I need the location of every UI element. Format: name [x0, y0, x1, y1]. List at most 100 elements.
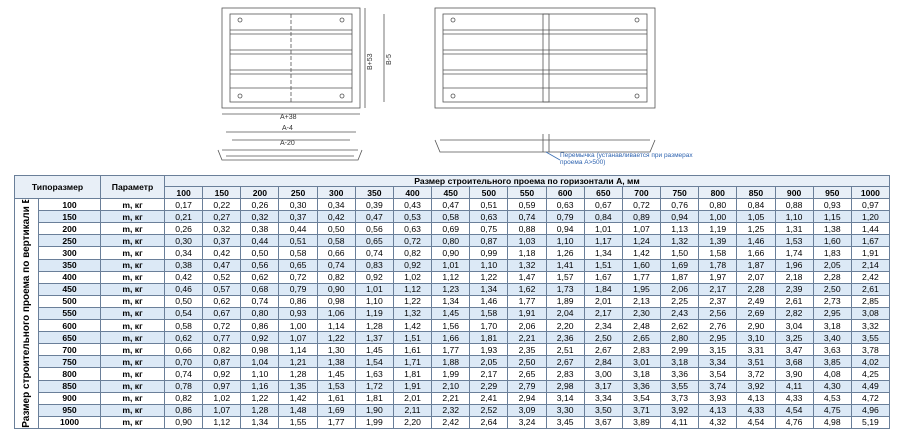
size-cell: 900 [37, 391, 102, 405]
vertical-header: Размер строительного проема по вертикали… [14, 198, 39, 429]
value-cell: 3,55 [850, 331, 891, 345]
value-cell: 3,04 [774, 319, 814, 333]
value-cell: 1,07 [621, 222, 662, 236]
value-cell: 4,30 [812, 379, 852, 393]
column-header: 150 [202, 185, 242, 200]
value-cell: 2,35 [507, 343, 547, 357]
value-cell: 0,82 [164, 391, 204, 405]
value-cell: 0,72 [278, 270, 318, 284]
value-cell: 1,21 [278, 355, 318, 369]
side-view [217, 149, 363, 161]
value-cell: 1,18 [507, 246, 547, 260]
value-cell: 3,68 [774, 355, 814, 369]
value-cell: 0,65 [278, 258, 318, 272]
value-cell: 1,01 [431, 258, 471, 272]
value-cell: 2,13 [621, 294, 662, 308]
header-cell: Параметр [100, 174, 166, 200]
value-cell: 3,30 [545, 403, 585, 417]
value-cell: 1,81 [392, 367, 433, 381]
table-row: 700 m, кг 0,66 0,82 0,98 1,14 1,30 1,45 1,61 1,77… [15, 343, 891, 357]
value-cell: 3,31 [736, 343, 776, 357]
table-row: 350 m, кг 0,38 0,47 0,56 0,65 0,74 0,83 0,92 1,01… [15, 258, 891, 272]
value-cell: 1,37 [354, 331, 394, 345]
dim-label: A-20 [280, 140, 295, 147]
value-cell: 2,61 [850, 282, 891, 296]
value-cell: 0,52 [202, 270, 242, 284]
table-row: 200 m, кг 0,26 0,32 0,38 0,44 0,50 0,56 0,63 0,69… [15, 222, 891, 236]
value-cell: 0,51 [278, 234, 318, 248]
value-cell: 3,90 [774, 367, 814, 381]
value-cell: 0,92 [240, 331, 280, 345]
value-cell: 1,42 [278, 391, 318, 405]
value-cell: 2,64 [469, 415, 509, 429]
value-cell: 0,98 [240, 343, 280, 357]
value-cell: 1,72 [354, 379, 394, 393]
value-cell: 2,39 [774, 282, 814, 296]
size-cell: 350 [37, 258, 102, 272]
value-cell: 1,57 [545, 270, 585, 284]
value-cell: 1,97 [698, 270, 738, 284]
size-cell: 550 [37, 306, 102, 321]
value-cell: 2,43 [660, 306, 700, 321]
value-cell: 2,21 [431, 391, 471, 405]
value-cell: 0,92 [354, 270, 394, 284]
column-header: 300 [316, 185, 356, 200]
value-cell: 0,86 [164, 403, 204, 417]
value-cell: 0,50 [164, 294, 204, 308]
param-cell: m, кг [100, 282, 166, 296]
value-cell: 2,52 [469, 403, 509, 417]
size-cell: 850 [37, 379, 102, 393]
value-cell: 2,67 [545, 355, 585, 369]
value-cell: 0,53 [392, 210, 433, 224]
value-cell: 1,15 [812, 210, 852, 224]
value-cell: 0,84 [583, 210, 623, 224]
column-header: 900 [774, 185, 814, 200]
param-cell: m, кг [100, 246, 166, 260]
value-cell: 2,90 [736, 319, 776, 333]
column-header: 500 [469, 185, 509, 200]
value-cell: 1,84 [583, 282, 623, 296]
value-cell: 2,32 [431, 403, 471, 417]
value-cell: 1,87 [736, 258, 776, 272]
value-cell: 1,69 [316, 403, 356, 417]
value-cell: 1,32 [660, 234, 700, 248]
table-row: 950 m, кг 0,86 1,07 1,28 1,48 1,69 1,90 2,11 2,32… [15, 403, 891, 417]
value-cell: 0,57 [202, 282, 242, 296]
value-cell: 2,76 [698, 319, 738, 333]
value-cell: 3,36 [660, 367, 700, 381]
value-cell: 1,24 [621, 234, 662, 248]
value-cell: 4,76 [774, 415, 814, 429]
value-cell: 0,34 [164, 246, 204, 260]
value-cell: 1,42 [392, 319, 433, 333]
value-cell: 0,58 [164, 319, 204, 333]
value-cell: 2,61 [774, 294, 814, 308]
value-cell: 0,68 [240, 282, 280, 296]
param-cell: m, кг [100, 294, 166, 308]
value-cell: 3,25 [774, 331, 814, 345]
value-cell: 1,45 [431, 306, 471, 321]
value-cell: 0,30 [278, 198, 318, 212]
value-cell: 2,18 [774, 270, 814, 284]
value-cell: 5,19 [850, 415, 891, 429]
param-cell: m, кг [100, 415, 166, 429]
value-cell: 3,63 [812, 343, 852, 357]
value-cell: 1,71 [392, 355, 433, 369]
value-cell: 2,06 [507, 319, 547, 333]
value-cell: 4,53 [812, 391, 852, 405]
value-cell: 1,01 [354, 282, 394, 296]
value-cell: 0,84 [736, 198, 776, 212]
table-row: 250 m, кг 0,30 0,37 0,44 0,51 0,58 0,65 0,72 0,80… [15, 234, 891, 248]
value-cell: 2,28 [812, 270, 852, 284]
value-cell: 3,54 [621, 391, 662, 405]
value-cell: 3,51 [736, 355, 776, 369]
param-cell: m, кг [100, 198, 166, 212]
value-cell: 0,26 [240, 198, 280, 212]
value-cell: 2,49 [736, 294, 776, 308]
value-cell: 2,83 [545, 367, 585, 381]
value-cell: 1,34 [469, 282, 509, 296]
value-cell: 1,58 [698, 246, 738, 260]
value-cell: 3,15 [698, 343, 738, 357]
param-cell: m, кг [100, 391, 166, 405]
param-cell: m, кг [100, 343, 166, 357]
mass-table: Типоразмер Параметр Размер строительного… [13, 174, 891, 429]
